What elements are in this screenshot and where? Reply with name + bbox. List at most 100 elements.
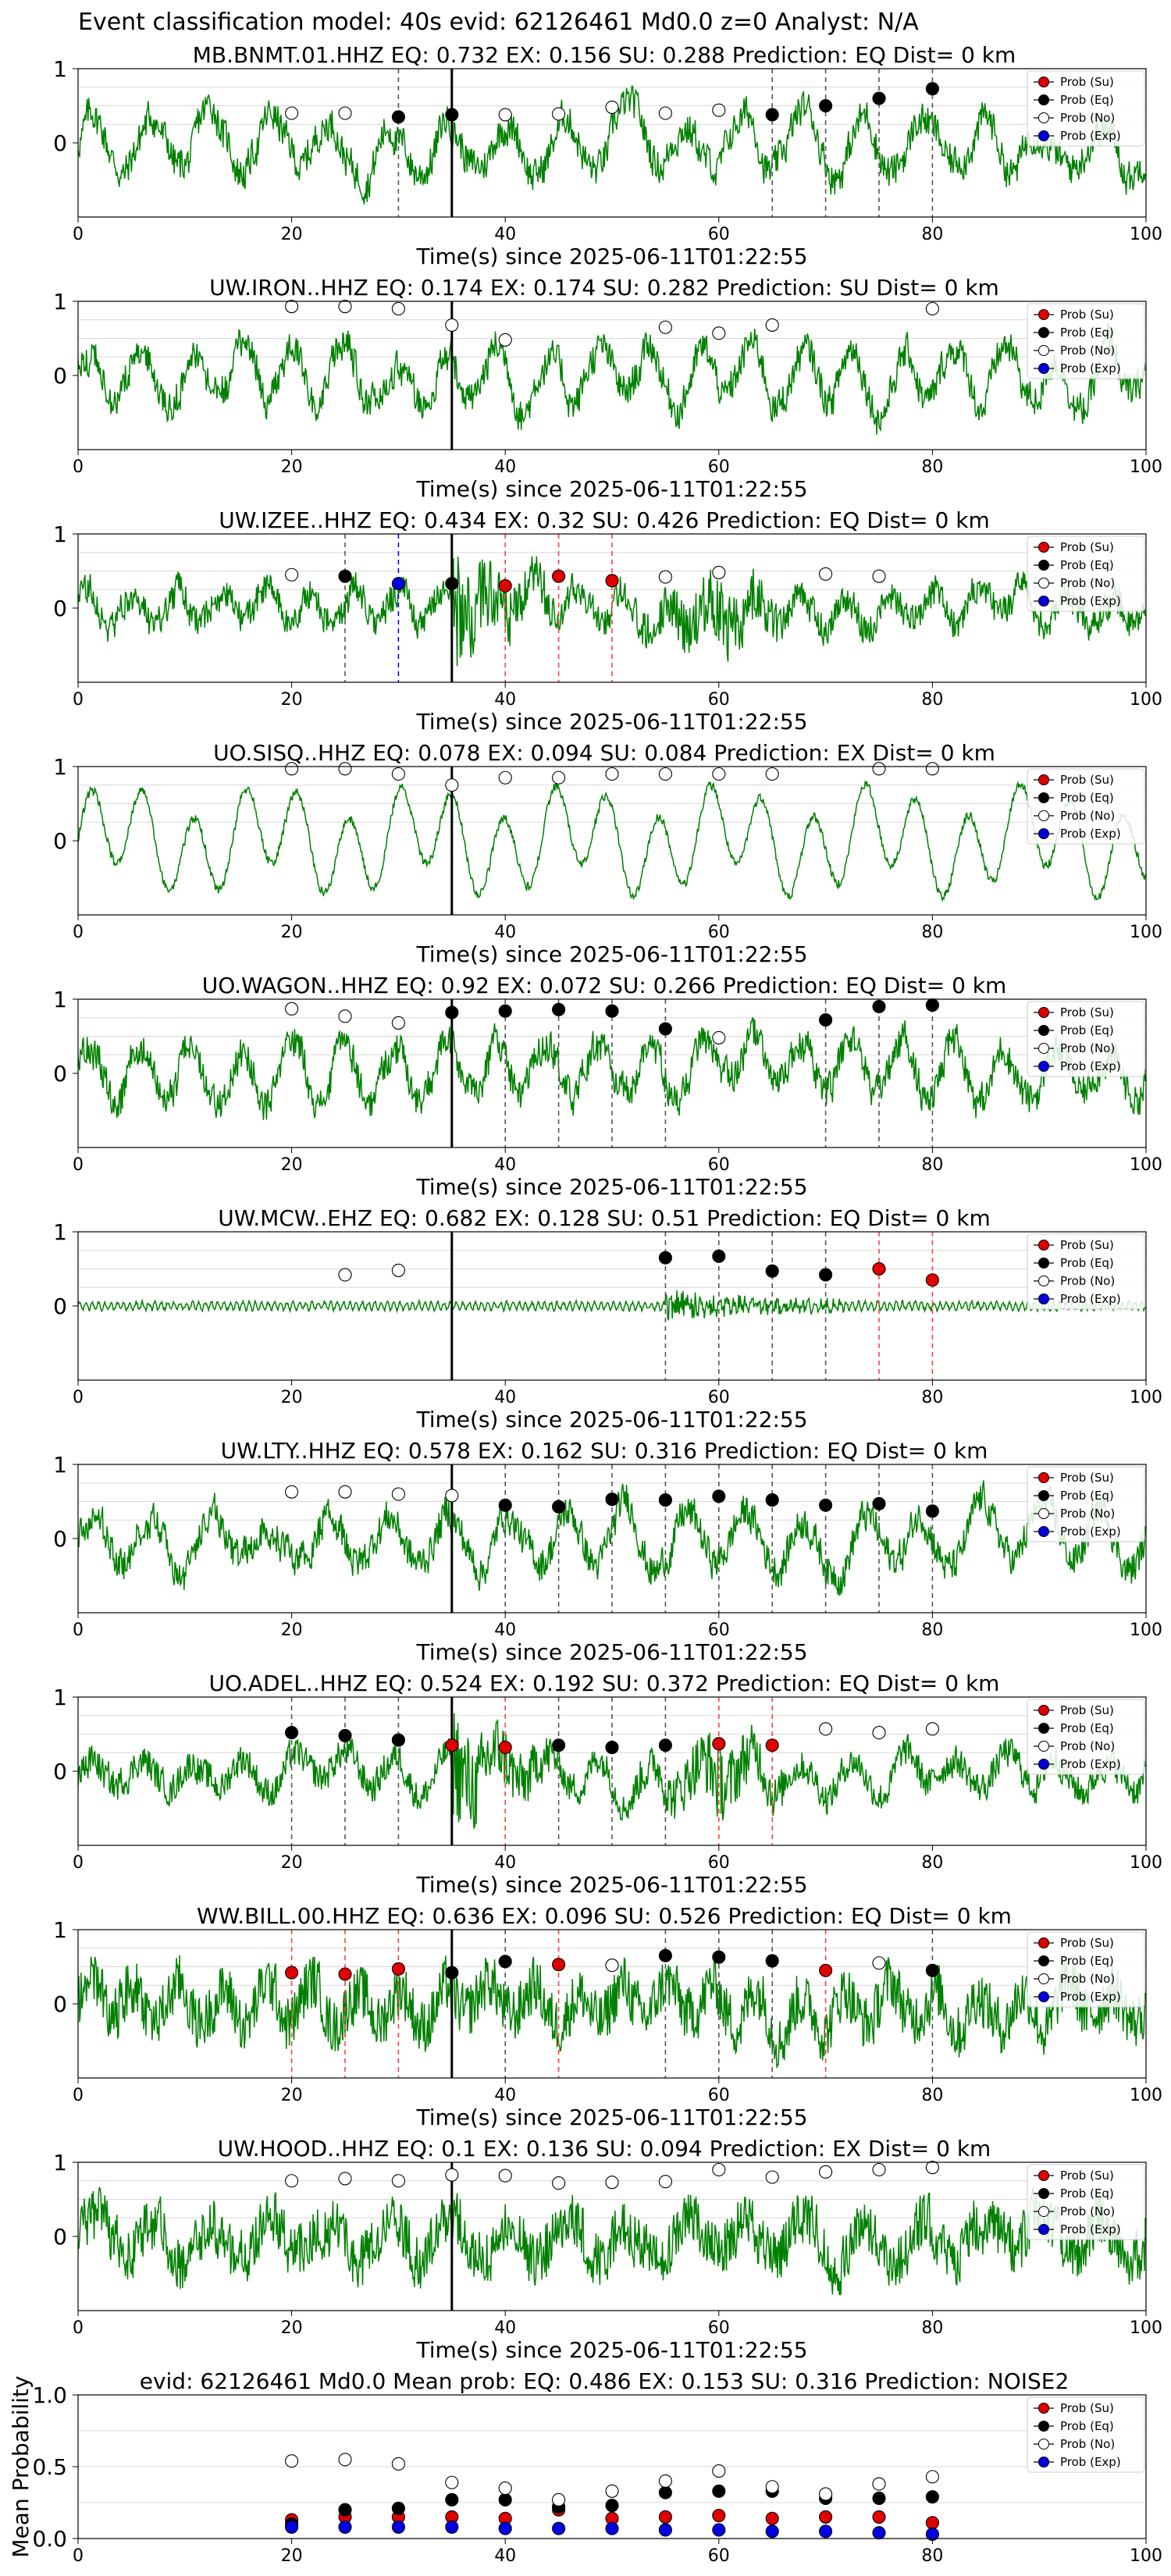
prob-point-eq — [391, 110, 405, 124]
prob-point-eq — [445, 577, 459, 591]
mean-point-3 — [765, 2524, 779, 2539]
panel-title: evid: 62126461 Md0.0 Mean prob: EQ: 0.48… — [140, 2368, 1070, 2394]
mean-point-0 — [765, 2511, 779, 2525]
x-tick-label: 20 — [281, 2086, 303, 2105]
plot-frame — [77, 2161, 1147, 2311]
prob-point-su — [338, 1967, 352, 1981]
mean-point-3 — [819, 2524, 833, 2539]
prob-point-no — [445, 318, 459, 332]
prob-point-eq — [285, 1726, 299, 1740]
panel-10: evid: 62126461 Md0.0 Mean prob: EQ: 0.48… — [8, 2368, 1162, 2566]
prob-point-eq — [765, 1493, 779, 1507]
panel-6: UW.LTY..HHZ EQ: 0.578 EX: 0.162 SU: 0.31… — [53, 1438, 1162, 1665]
x-axis-label: Time(s) since 2025-06-11T01:22:55 — [415, 476, 807, 502]
mean-point-3 — [498, 2521, 512, 2535]
legend-marker — [1038, 309, 1049, 320]
legend-label: Prob (No) — [1060, 576, 1115, 590]
legend-label: Prob (Su) — [1060, 1471, 1114, 1485]
prob-point-eq — [925, 998, 939, 1012]
prob-point-no — [765, 767, 779, 781]
legend-label: Prob (Su) — [1060, 773, 1114, 787]
plot-frame — [77, 301, 1147, 450]
x-tick-label: 80 — [921, 457, 943, 477]
prob-point-su — [819, 1963, 833, 1977]
legend-marker — [1038, 810, 1049, 821]
legend-8: Prob (Su) Prob (Eq) Prob (No) Prob (Exp) — [1027, 1931, 1145, 2008]
prob-point-no — [338, 2172, 352, 2186]
legend-label: Prob (No) — [1060, 1972, 1115, 1986]
waveform-trace — [78, 781, 1146, 902]
legend-5: Prob (Su) Prob (Eq) Prob (No) Prob (Exp) — [1027, 1233, 1145, 1310]
x-axis-label: Time(s) since 2025-06-11T01:22:55 — [415, 1872, 807, 1898]
prob-point-no — [605, 2176, 619, 2190]
mean-point-3 — [338, 2520, 352, 2534]
prob-point-no — [658, 320, 672, 334]
legend-label: Prob (Exp) — [1060, 594, 1121, 608]
prob-point-eq — [605, 1493, 619, 1507]
x-tick-label: 40 — [494, 1155, 516, 1175]
legend-label: Prob (Eq) — [1060, 1721, 1114, 1735]
legend-label: Prob (No) — [1060, 111, 1115, 125]
legend-marker — [1038, 1955, 1049, 1966]
panel-title: UW.IZEE..HHZ EQ: 0.434 EX: 0.32 SU: 0.42… — [219, 507, 989, 533]
prob-point-eq — [338, 1728, 352, 1742]
prob-point-no — [445, 2168, 459, 2182]
legend-label: Prob (Su) — [1060, 308, 1114, 322]
x-tick-label: 0 — [73, 923, 84, 942]
x-tick-label: 100 — [1130, 2318, 1162, 2338]
legend-marker — [1038, 774, 1049, 785]
prob-point-eq — [605, 1004, 619, 1018]
legend-frame — [1027, 1931, 1145, 2008]
x-axis-label: Time(s) since 2025-06-11T01:22:55 — [415, 941, 807, 967]
x-tick-label: 80 — [921, 2086, 943, 2105]
prob-point-eq — [658, 1948, 672, 1962]
mean-point-1 — [605, 2499, 619, 2513]
legend-label: Prob (Exp) — [1060, 129, 1121, 143]
prob-point-no — [285, 1002, 299, 1016]
prob-point-eq — [765, 1954, 779, 1968]
x-tick-label: 20 — [281, 1621, 303, 1640]
legend-frame — [1027, 1001, 1145, 1077]
prob-point-no — [872, 569, 886, 583]
legend-3: Prob (Su) Prob (Eq) Prob (No) Prob (Exp) — [1027, 768, 1145, 845]
legend-marker — [1038, 1991, 1049, 2002]
mean-point-3 — [712, 2523, 726, 2537]
prob-point-eq — [872, 999, 886, 1014]
prob-point-su — [285, 1966, 299, 1980]
prob-point-no — [498, 108, 512, 122]
x-tick-label: 0 — [73, 1155, 84, 1175]
prob-point-eq — [552, 1738, 566, 1752]
x-tick-label: 80 — [921, 2318, 943, 2338]
plot-frame — [77, 533, 1147, 683]
legend-marker — [1038, 1973, 1049, 1984]
prob-point-eq — [498, 1498, 512, 1512]
panel-title: UO.WAGON..HHZ EQ: 0.92 EX: 0.072 SU: 0.2… — [202, 973, 1007, 998]
panel-2: UW.IZEE..HHZ EQ: 0.434 EX: 0.32 SU: 0.42… — [53, 507, 1162, 735]
mean-point-1 — [338, 2503, 352, 2517]
x-axis-label: Time(s) since 2025-06-11T01:22:55 — [415, 1639, 807, 1665]
prob-point-no — [391, 1487, 405, 1501]
mean-point-2 — [338, 2453, 352, 2467]
legend-label: Prob (Eq) — [1060, 93, 1114, 107]
prob-point-no — [819, 567, 833, 581]
legend-label: Prob (Exp) — [1060, 1292, 1121, 1306]
y-tick-label: 1 — [53, 56, 67, 82]
panel-title: UW.IRON..HHZ EQ: 0.174 EX: 0.174 SU: 0.2… — [209, 275, 999, 301]
mean-point-2 — [391, 2457, 405, 2471]
mean-point-1 — [658, 2485, 672, 2500]
x-tick-label: 0 — [73, 1853, 84, 1873]
legend-7: Prob (Su) Prob (Eq) Prob (No) Prob (Exp) — [1027, 1699, 1145, 1775]
legend-label: Prob (Eq) — [1060, 1954, 1114, 1968]
mean-point-0 — [658, 2510, 672, 2524]
y-tick-label: 1 — [53, 521, 67, 547]
prob-point-no — [552, 107, 566, 121]
legend-label: Prob (Su) — [1060, 1703, 1114, 1717]
x-tick-label: 100 — [1130, 2546, 1162, 2566]
y-tick-label: 0 — [53, 1759, 67, 1784]
prob-point-eq — [658, 1493, 672, 1507]
x-tick-label: 40 — [494, 2318, 516, 2338]
legend-marker — [1038, 130, 1049, 141]
legend-marker — [1038, 560, 1049, 571]
prob-point-eq — [658, 1022, 672, 1036]
x-tick-label: 80 — [921, 1155, 943, 1175]
